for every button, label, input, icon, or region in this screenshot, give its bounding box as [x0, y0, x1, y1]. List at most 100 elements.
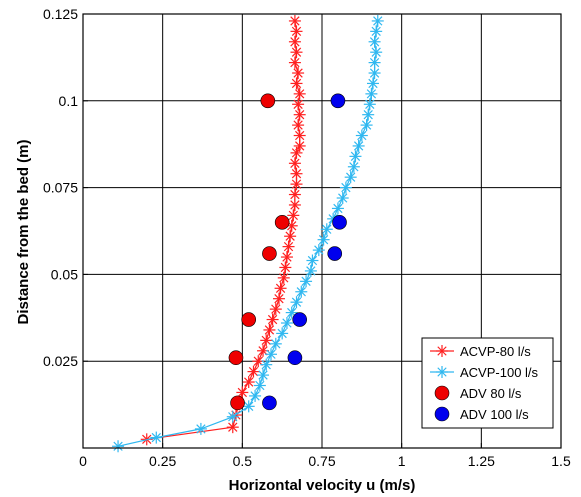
- star-stroke: [291, 26, 302, 37]
- star-stroke: [307, 255, 318, 266]
- legend-label: ADV 80 l/s: [460, 386, 522, 401]
- data-point-circle: [262, 395, 277, 411]
- star-stroke: [283, 241, 294, 252]
- data-point-star: [355, 129, 368, 142]
- data-point-star: [370, 25, 383, 38]
- y-tick-label: 0.025: [43, 353, 78, 369]
- star-stroke: [291, 297, 302, 307]
- y-axis-title: Distance from the bed (m): [15, 139, 32, 324]
- star-stroke: [275, 283, 286, 293]
- star-stroke: [295, 110, 305, 120]
- data-point-star: [226, 421, 239, 434]
- data-point-star: [282, 240, 295, 253]
- data-point-star: [300, 275, 313, 288]
- data-point-star: [290, 77, 303, 90]
- star-stroke: [250, 391, 260, 401]
- data-point-star: [280, 317, 293, 330]
- legend-circle: [434, 406, 450, 422]
- series-adv-80-l-s: [228, 93, 290, 411]
- data-point-star: [276, 327, 289, 340]
- data-point-star: [265, 348, 278, 361]
- star-stroke: [373, 16, 383, 26]
- data-point-star: [290, 178, 303, 191]
- star-stroke: [277, 328, 287, 339]
- data-point-star: [371, 14, 384, 27]
- star-stroke: [290, 200, 300, 210]
- data-point-star: [284, 230, 297, 243]
- series-layer: [112, 14, 384, 453]
- data-point-star: [352, 139, 365, 152]
- data-point-star: [279, 261, 292, 274]
- data-point-star: [287, 209, 300, 222]
- star-stroke: [366, 89, 377, 99]
- data-point-star: [260, 334, 273, 347]
- data-point-circle: [241, 312, 257, 327]
- star-stroke: [261, 360, 271, 370]
- star-stroke: [255, 380, 265, 391]
- data-point-star: [368, 67, 381, 80]
- series-acvp-100-l-s: [112, 14, 384, 453]
- data-point-star: [320, 223, 333, 236]
- data-point-circle: [327, 246, 343, 261]
- x-tick-label: 0.75: [308, 453, 335, 469]
- data-point-star: [349, 150, 362, 163]
- data-point-star: [288, 14, 301, 27]
- star-stroke: [287, 221, 297, 231]
- data-point-star: [269, 337, 282, 350]
- data-point-circle: [332, 215, 347, 230]
- star-stroke: [338, 193, 348, 203]
- star-stroke: [285, 231, 295, 241]
- star-stroke: [291, 179, 302, 189]
- star-stroke: [244, 377, 254, 387]
- data-point-star: [112, 440, 125, 453]
- star-stroke: [274, 294, 284, 304]
- star-stroke: [369, 57, 380, 68]
- y-tick-label: 0.05: [51, 266, 78, 282]
- legend-item-adv-100-l-s: ADV 100 l/s: [434, 406, 529, 422]
- data-point-star: [290, 167, 303, 180]
- series-adv-100-l-s: [262, 93, 347, 411]
- data-point-star: [317, 233, 330, 246]
- legend-item-acvp-100-l-s: ACVP-100 l/s: [430, 365, 539, 380]
- data-point-star: [269, 303, 282, 316]
- legend-label: ACVP-100 l/s: [460, 365, 539, 380]
- star-stroke: [437, 346, 447, 356]
- star-stroke: [361, 120, 372, 130]
- data-point-star: [288, 56, 301, 69]
- star-stroke: [290, 37, 300, 47]
- legend-star: [436, 345, 448, 357]
- star-stroke: [258, 370, 268, 380]
- data-point-star: [290, 296, 303, 309]
- star-stroke: [293, 120, 303, 130]
- star-stroke: [267, 314, 278, 325]
- data-point-star: [304, 264, 317, 277]
- data-point-star: [292, 119, 305, 132]
- x-tick-label: 0.5: [233, 453, 253, 469]
- y-tick-label: 0.075: [43, 180, 78, 196]
- data-point-star: [360, 119, 373, 132]
- data-point-star: [288, 157, 301, 170]
- data-point-star: [293, 129, 306, 142]
- star-stroke: [365, 99, 375, 109]
- star-stroke: [113, 441, 123, 451]
- star-stroke: [261, 335, 271, 346]
- data-point-star: [266, 313, 279, 326]
- star-stroke: [363, 110, 373, 120]
- star-stroke: [151, 432, 161, 443]
- star-stroke: [271, 304, 281, 314]
- star-stroke: [341, 182, 351, 193]
- data-point-circle: [230, 395, 245, 411]
- data-point-star: [257, 369, 270, 382]
- data-point-star: [290, 25, 303, 38]
- star-stroke: [346, 172, 356, 182]
- star-stroke: [290, 189, 300, 200]
- x-tick-label: 0: [79, 453, 87, 469]
- star-stroke: [196, 424, 206, 434]
- star-stroke: [293, 68, 303, 78]
- star-stroke: [228, 422, 238, 432]
- star-stroke: [290, 158, 300, 168]
- star-stroke: [296, 287, 306, 297]
- star-stroke: [290, 16, 300, 26]
- legend-item-adv-80-l-s: ADV 80 l/s: [434, 385, 522, 401]
